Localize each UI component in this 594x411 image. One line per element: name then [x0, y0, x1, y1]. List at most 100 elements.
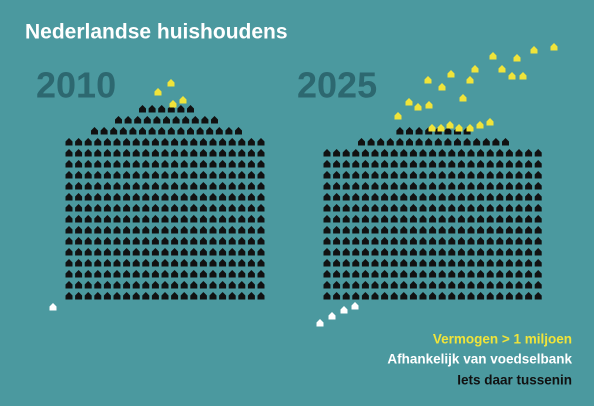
household-icon — [171, 226, 179, 234]
household-icon — [438, 193, 446, 201]
household-icon — [113, 215, 121, 223]
household-icon — [486, 182, 494, 190]
household-icon — [448, 160, 456, 168]
household-icon — [477, 171, 485, 179]
household-icon — [123, 182, 131, 190]
household-icon — [457, 160, 465, 168]
household-icon — [84, 182, 92, 190]
household-icon — [65, 149, 73, 157]
household-icon — [132, 204, 140, 212]
household-icon — [467, 292, 475, 300]
household-icon — [409, 171, 417, 179]
household-icon — [65, 193, 73, 201]
household-icon — [486, 118, 494, 126]
household-icon — [515, 204, 523, 212]
household-icon — [447, 70, 455, 78]
household-icon — [381, 215, 389, 223]
household-icon — [257, 160, 265, 168]
household-icon — [323, 226, 331, 234]
household-icon — [161, 237, 169, 245]
household-icon — [455, 124, 463, 132]
household-icon — [505, 259, 513, 267]
household-icon — [123, 248, 131, 256]
household-icon — [209, 215, 217, 223]
household-icon — [409, 149, 417, 157]
household-icon — [534, 149, 542, 157]
household-icon — [390, 292, 398, 300]
household-icon — [161, 204, 169, 212]
household-icon — [390, 226, 398, 234]
household-icon — [151, 182, 159, 190]
household-icon — [103, 171, 111, 179]
household-icon — [414, 103, 422, 111]
household-icon — [209, 149, 217, 157]
household-icon — [530, 46, 538, 54]
household-icon — [467, 149, 475, 157]
household-icon — [352, 193, 360, 201]
household-icon — [161, 292, 169, 300]
household-icon — [219, 204, 227, 212]
household-icon — [238, 171, 246, 179]
household-icon — [151, 226, 159, 234]
household-icon — [448, 292, 456, 300]
household-icon — [199, 215, 207, 223]
household-icon — [199, 259, 207, 267]
household-icon — [190, 259, 198, 267]
household-icon — [352, 204, 360, 212]
household-icon — [419, 292, 427, 300]
household-icon — [429, 226, 437, 234]
household-icon — [238, 204, 246, 212]
household-icon — [257, 226, 265, 234]
household-icon — [132, 171, 140, 179]
household-icon — [180, 270, 188, 278]
year-label: 2010 — [36, 65, 116, 106]
household-icon — [171, 149, 179, 157]
household-icon — [228, 215, 236, 223]
household-icon — [132, 270, 140, 278]
household-icon — [211, 116, 218, 124]
household-icon — [190, 281, 198, 289]
household-icon — [467, 237, 475, 245]
household-icon — [446, 121, 454, 129]
household-icon — [323, 215, 331, 223]
household-icon — [525, 182, 533, 190]
household-icon — [342, 171, 350, 179]
household-icon — [419, 226, 427, 234]
year-label: 2025 — [297, 65, 377, 106]
household-icon — [238, 237, 246, 245]
household-icon — [228, 149, 236, 157]
household-icon — [505, 204, 513, 212]
household-icon — [199, 193, 207, 201]
household-icon — [171, 259, 179, 267]
household-icon — [534, 292, 542, 300]
household-icon — [486, 171, 494, 179]
household-icon — [486, 281, 494, 289]
household-icon — [132, 259, 140, 267]
household-icon — [429, 270, 437, 278]
household-icon — [515, 171, 523, 179]
household-icon — [333, 270, 341, 278]
household-icon — [400, 292, 408, 300]
household-icon — [342, 149, 350, 157]
household-icon — [381, 182, 389, 190]
household-icon — [180, 182, 188, 190]
household-icon — [247, 204, 255, 212]
household-icon — [163, 116, 170, 124]
household-icon — [371, 270, 379, 278]
household-icon — [171, 193, 179, 201]
household-icon — [352, 248, 360, 256]
household-icon — [143, 116, 151, 124]
household-icon — [154, 88, 162, 96]
household-icon — [161, 149, 169, 157]
household-icon — [323, 193, 331, 201]
household-icon — [115, 116, 122, 124]
household-icon — [323, 237, 331, 245]
household-icon — [142, 138, 150, 146]
household-icon — [381, 248, 389, 256]
household-icon — [477, 248, 485, 256]
household-icon — [142, 149, 150, 157]
household-icon — [132, 182, 140, 190]
household-icon — [352, 281, 360, 289]
household-icon — [171, 204, 179, 212]
household-icon — [471, 65, 479, 73]
